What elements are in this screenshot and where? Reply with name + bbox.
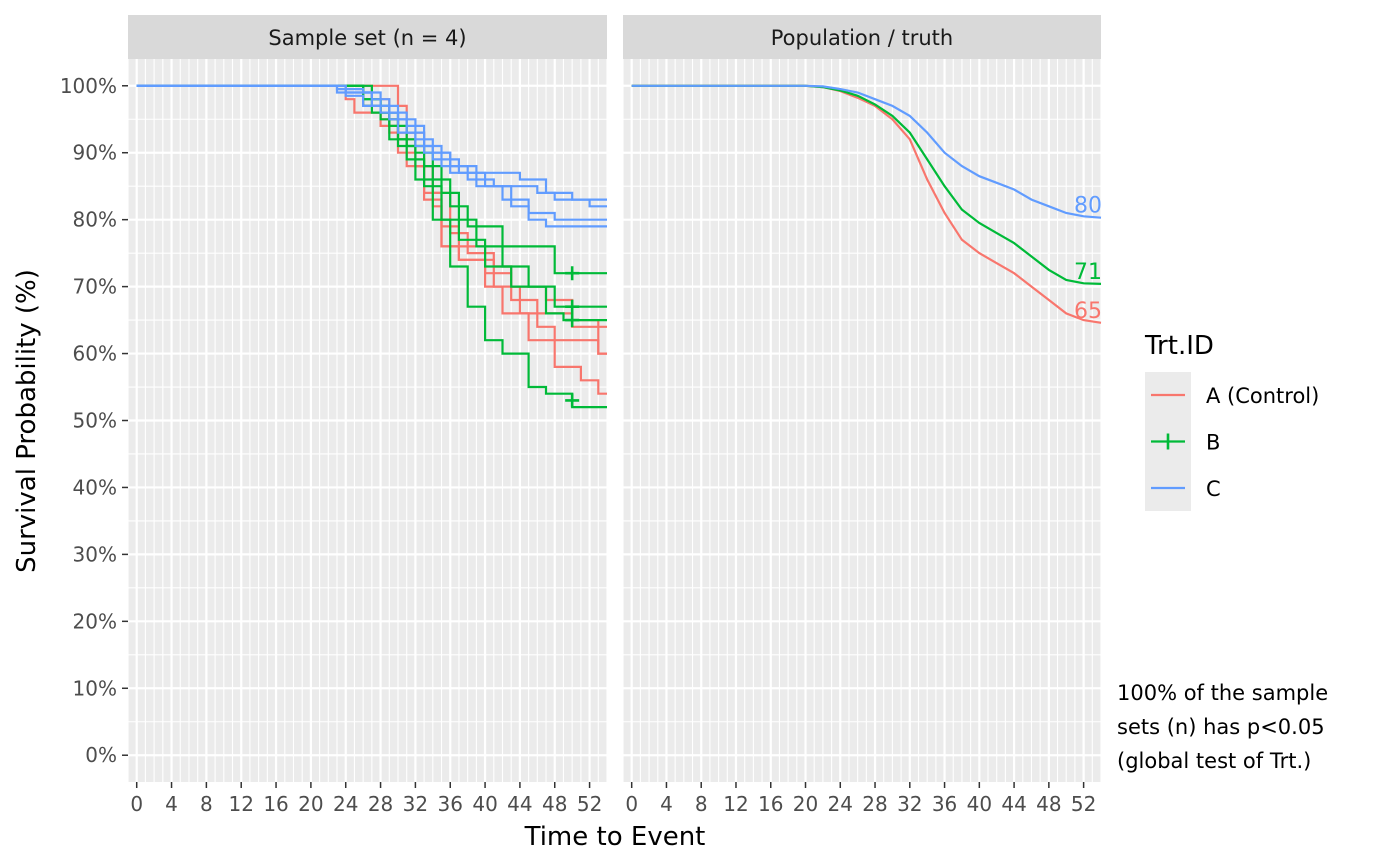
x-tick-label: 36	[438, 792, 463, 816]
legend: Trt.ID A (Control) BC	[1144, 331, 1319, 511]
x-tick-label: 40	[472, 792, 497, 816]
y-tick-label: 0%	[85, 743, 117, 767]
x-axis-label: Time to Event	[524, 822, 706, 852]
x-tick-label: 12	[723, 792, 748, 816]
x-tick-label: 0	[130, 792, 143, 816]
x-tick-label: 48	[542, 792, 567, 816]
x-tick-label: 52	[577, 792, 602, 816]
legend-label: A (Control)	[1206, 384, 1319, 408]
x-tick-label: 12	[228, 792, 253, 816]
annotation-line: (global test of Trt.)	[1117, 749, 1311, 773]
series-line-C	[631, 84, 1102, 219]
x-tick-label: 32	[403, 792, 428, 816]
series-line-B	[136, 84, 607, 409]
series-line-C	[136, 84, 607, 228]
annotation: 100% of the sample sets (n) has p<0.05 (gl…	[1117, 681, 1328, 773]
y-axis-label: Survival Probability (%)	[12, 269, 42, 573]
legend-label: C	[1206, 477, 1221, 501]
y-tick-label: 100%	[60, 74, 117, 98]
legend-entries: A (Control) BC	[1151, 384, 1319, 501]
x-tick-label: 8	[695, 792, 708, 816]
series-end-label: 71	[1074, 260, 1102, 285]
x-tick-label: 44	[1001, 792, 1026, 816]
censor-mark	[565, 313, 580, 328]
x-tick-label: 16	[758, 792, 783, 816]
x-tick-label: 8	[200, 792, 213, 816]
panel-strip	[128, 15, 607, 59]
x-tick-label: 24	[828, 792, 853, 816]
x-tick-label: 4	[660, 792, 673, 816]
panel-title: Sample set (n = 4)	[268, 26, 466, 50]
panels-layer: Sample set (n = 4)0 4 8 12 16 20 24 28 32 36 40 44 4…	[60, 15, 1102, 816]
panel-title: Population / truth	[771, 26, 953, 50]
x-tick-label: 0	[625, 792, 638, 816]
x-tick-label: 44	[507, 792, 532, 816]
x-tick-label: 28	[368, 792, 393, 816]
series-end-label: 65	[1074, 299, 1102, 324]
legend-title: Trt.ID	[1144, 331, 1214, 361]
censor-mark	[565, 299, 580, 314]
series-line-B	[631, 84, 1102, 285]
y-tick-label: 10%	[73, 676, 117, 700]
censor-mark	[565, 393, 580, 408]
x-tick-label: 40	[967, 792, 992, 816]
panel-strip	[623, 15, 1101, 59]
censor-mark	[565, 266, 580, 281]
x-tick-label: 16	[263, 792, 288, 816]
annotation-line: sets (n) has p<0.05	[1117, 715, 1325, 739]
y-tick-label: 30%	[73, 542, 117, 566]
panel-1: Sample set (n = 4)0 4 8 12 16 20 24 28 32 36 40 44 4…	[60, 15, 608, 816]
y-tick-label: 40%	[73, 475, 117, 499]
y-tick-label: 80%	[73, 208, 117, 232]
y-tick-label: 60%	[73, 342, 117, 366]
x-tick-label: 36	[932, 792, 957, 816]
x-tick-label: 4	[165, 792, 178, 816]
y-tick-label: 70%	[73, 275, 117, 299]
x-tick-label: 32	[897, 792, 922, 816]
x-tick-label: 52	[1071, 792, 1096, 816]
y-tick-label: 20%	[73, 609, 117, 633]
annotation-line: 100% of the sample	[1117, 681, 1328, 705]
x-tick-label: 20	[298, 792, 323, 816]
legend-label: B	[1206, 431, 1220, 455]
y-tick-label: 50%	[73, 409, 117, 433]
series-end-label: 80	[1074, 194, 1102, 219]
x-tick-label: 48	[1036, 792, 1061, 816]
y-tick-label: 90%	[73, 141, 117, 165]
x-tick-label: 28	[862, 792, 887, 816]
series-line-A	[136, 84, 607, 395]
x-tick-label: 24	[333, 792, 358, 816]
x-tick-label: 20	[793, 792, 818, 816]
